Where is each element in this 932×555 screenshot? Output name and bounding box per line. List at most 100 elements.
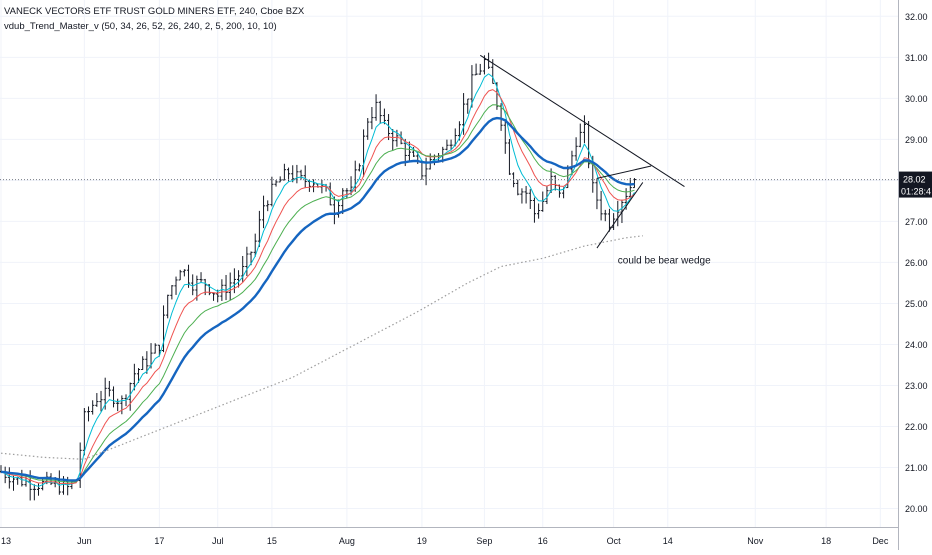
ohlc-bar xyxy=(11,475,16,491)
ohlc-bar xyxy=(378,100,382,124)
price-tag xyxy=(899,171,932,198)
ohlc-bar xyxy=(82,408,86,456)
y-tick-label: 25.00 xyxy=(905,299,928,309)
ohlc-bar xyxy=(345,188,349,199)
indicator-title[interactable]: vdub_Trend_Master_v (50, 34, 26, 52, 26,… xyxy=(4,21,277,32)
ohlc-bar xyxy=(136,368,141,383)
ohlc-bar xyxy=(520,188,524,204)
ohlc-bar xyxy=(537,203,541,219)
ohlc-bar xyxy=(257,210,261,247)
trendline xyxy=(596,165,652,179)
symbol-title: VANECK VECTORS ETF TRUST GOLD MINERS ETF… xyxy=(4,6,305,17)
y-tick-label: 24.00 xyxy=(905,340,928,350)
ohlc-bar xyxy=(32,484,36,501)
ohlc-bar xyxy=(132,363,136,391)
ohlc-bar xyxy=(478,63,482,75)
ohlc-bar xyxy=(545,185,549,205)
ohlc-bar xyxy=(253,233,257,257)
ohlc-bar xyxy=(524,185,528,204)
x-tick-label: Jun xyxy=(77,536,92,546)
ema-thick-line xyxy=(0,116,635,482)
ohlc-bar xyxy=(341,188,345,215)
x-tick-label: Dec xyxy=(872,536,889,546)
ohlc-bar xyxy=(578,123,582,148)
ohlc-bar xyxy=(582,115,587,144)
ohlc-bar xyxy=(370,107,374,130)
ohlc-bar xyxy=(595,178,599,210)
ohlc-bar xyxy=(474,63,478,76)
ohlc-bar xyxy=(278,176,282,183)
ohlc-bar xyxy=(449,139,453,151)
ohlc-bar xyxy=(191,274,195,296)
ohlc-bar xyxy=(261,195,266,229)
ohlc-bar xyxy=(407,141,412,161)
ohlc-bar xyxy=(386,114,391,141)
ohlc-bar xyxy=(503,119,507,154)
ohlc-bar xyxy=(307,179,311,192)
y-tick-label: 26.00 xyxy=(905,258,928,268)
ema-fast-line xyxy=(0,73,635,487)
ohlc-bar xyxy=(145,351,149,374)
ohlc-bar xyxy=(391,129,395,151)
ohlc-bar xyxy=(507,138,512,175)
x-tick-label: 13 xyxy=(1,536,11,546)
ohlc-bar xyxy=(470,65,474,108)
y-tick-label: 32.00 xyxy=(905,12,928,22)
ohlc-bar xyxy=(607,208,612,232)
y-tick-label: 22.00 xyxy=(905,422,928,432)
ohlc-bar xyxy=(532,197,537,223)
ohlc-bar xyxy=(153,343,157,354)
ohlc-bar xyxy=(111,386,116,408)
bar-countdown: 01:28:4 xyxy=(901,187,931,197)
trendline xyxy=(479,54,685,187)
x-tick-label: 16 xyxy=(538,536,548,546)
ohlc-bar xyxy=(128,382,132,411)
ohlc-bar xyxy=(245,246,249,277)
ohlc-bar xyxy=(374,94,378,121)
ohlc-bar xyxy=(603,209,607,222)
x-tick-label: Nov xyxy=(747,536,764,546)
ohlc-bar xyxy=(236,270,241,288)
ohlc-bar xyxy=(178,269,182,281)
y-tick-label: 30.00 xyxy=(905,94,928,104)
ema-slow-line xyxy=(0,104,635,483)
ohlc-bar xyxy=(86,406,91,422)
ohlc-bar xyxy=(232,268,236,294)
x-tick-label: 18 xyxy=(821,536,831,546)
trendline xyxy=(596,182,644,249)
ohlc-bar xyxy=(141,356,145,371)
ohlc-bar xyxy=(220,279,224,301)
ohlc-bar xyxy=(7,467,11,489)
x-tick-label: 17 xyxy=(154,536,164,546)
ohlc-bar xyxy=(357,163,361,172)
y-tick-label: 20.00 xyxy=(905,504,928,514)
ohlc-bar xyxy=(541,191,545,212)
x-tick-label: Sep xyxy=(476,536,492,546)
ohlc-bar xyxy=(116,398,120,412)
annotation-text: could be bear wedge xyxy=(618,255,711,266)
x-tick-label: 19 xyxy=(417,536,427,546)
y-tick-label: 21.00 xyxy=(905,463,928,473)
ohlc-bar xyxy=(445,139,449,151)
ohlc-bar xyxy=(282,163,286,181)
ohlc-bar xyxy=(299,169,303,180)
ohlc-bar xyxy=(228,272,232,301)
ohlc-bar xyxy=(632,178,637,189)
last-price-value: 28.02 xyxy=(903,175,926,185)
ema-mid-line xyxy=(0,89,635,485)
x-tick-label: Jul xyxy=(212,536,224,546)
ohlc-bar xyxy=(182,269,186,277)
x-tick-label: 14 xyxy=(663,536,673,546)
ohlc-bar xyxy=(466,98,470,114)
x-tick-label: Aug xyxy=(339,536,355,546)
ohlc-bar xyxy=(224,274,228,301)
ohlc-bar xyxy=(528,189,532,209)
ohlc-bar xyxy=(95,393,99,407)
ohlc-bar xyxy=(36,483,41,496)
ohlc-bar xyxy=(599,190,603,221)
x-tick-label: Oct xyxy=(607,536,622,546)
ohlc-bar xyxy=(241,255,245,283)
ohlc-bar xyxy=(570,150,574,176)
